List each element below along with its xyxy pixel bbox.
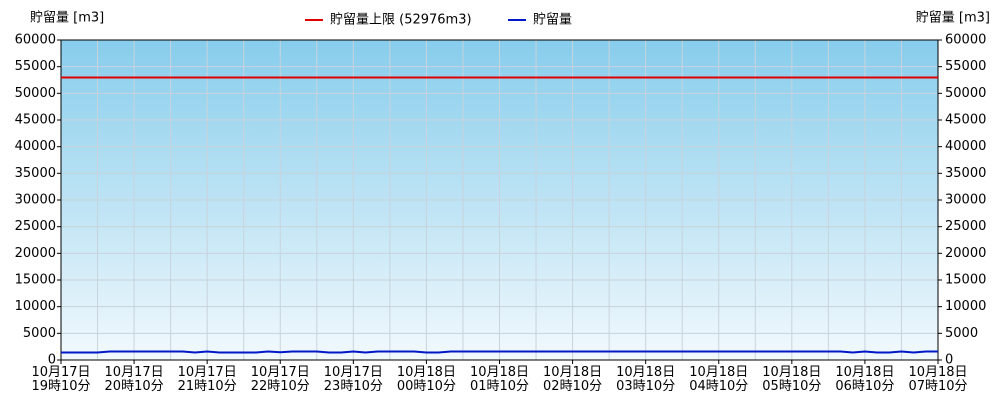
y2-tick-label: 40000 xyxy=(945,139,986,154)
y2-axis-title: 貯留量 [m3] xyxy=(916,11,990,26)
x-tick-label: 10月18日 00時10分 xyxy=(397,365,456,394)
y2-tick-label: 10000 xyxy=(945,299,986,314)
y2-tick-label: 25000 xyxy=(945,219,986,234)
y-tick-label: 15000 xyxy=(15,273,56,288)
x-tick-label: 10月18日 01時10分 xyxy=(470,365,529,394)
y2-tick-label: 0 xyxy=(945,353,953,368)
x-tick-label: 10月17日 23時10分 xyxy=(324,365,383,394)
y-tick-label: 50000 xyxy=(15,86,56,101)
y2-tick-label: 5000 xyxy=(945,326,978,341)
x-tick-label: 10月17日 19時10分 xyxy=(31,365,90,394)
x-tick-label: 10月18日 03時10分 xyxy=(616,365,675,394)
y-tick-label: 55000 xyxy=(15,59,56,74)
y-tick-label: 30000 xyxy=(15,193,56,208)
legend-label: 貯留量 xyxy=(533,13,572,28)
y-tick-label: 60000 xyxy=(15,33,56,48)
plot-frame xyxy=(60,39,939,361)
y-tick-label: 25000 xyxy=(15,219,56,234)
y2-tick-label: 20000 xyxy=(945,246,986,261)
x-tick-label: 10月18日 02時10分 xyxy=(543,365,602,394)
legend-label: 貯留量上限 (52976m3) xyxy=(330,13,472,28)
x-tick-label: 10月18日 06時10分 xyxy=(835,365,894,394)
y2-tick-label: 60000 xyxy=(945,33,986,48)
x-tick-label: 10月17日 20時10分 xyxy=(105,365,164,394)
y2-tick-label: 15000 xyxy=(945,273,986,288)
y-tick-label: 10000 xyxy=(15,299,56,314)
x-tick-label: 10月17日 21時10分 xyxy=(178,365,237,394)
x-tick-label: 10月18日 07時10分 xyxy=(908,365,967,394)
y-tick-label: 40000 xyxy=(15,139,56,154)
y-tick-label: 35000 xyxy=(15,166,56,181)
data-line xyxy=(61,350,938,354)
y-tick-label: 20000 xyxy=(15,246,56,261)
y-axis-title: 貯留量 [m3] xyxy=(30,11,104,26)
y-tick-label: 0 xyxy=(48,353,56,368)
y2-tick-label: 55000 xyxy=(945,59,986,74)
y2-tick-label: 50000 xyxy=(945,86,986,101)
x-tick-label: 10月18日 05時10分 xyxy=(762,365,821,394)
x-tick-label: 10月17日 22時10分 xyxy=(251,365,310,394)
y-tick-label: 5000 xyxy=(23,326,56,341)
x-tick-label: 10月18日 04時10分 xyxy=(689,365,748,394)
y2-tick-label: 30000 xyxy=(945,193,986,208)
y-tick-label: 45000 xyxy=(15,113,56,128)
y2-tick-label: 35000 xyxy=(945,166,986,181)
y2-tick-label: 45000 xyxy=(945,113,986,128)
